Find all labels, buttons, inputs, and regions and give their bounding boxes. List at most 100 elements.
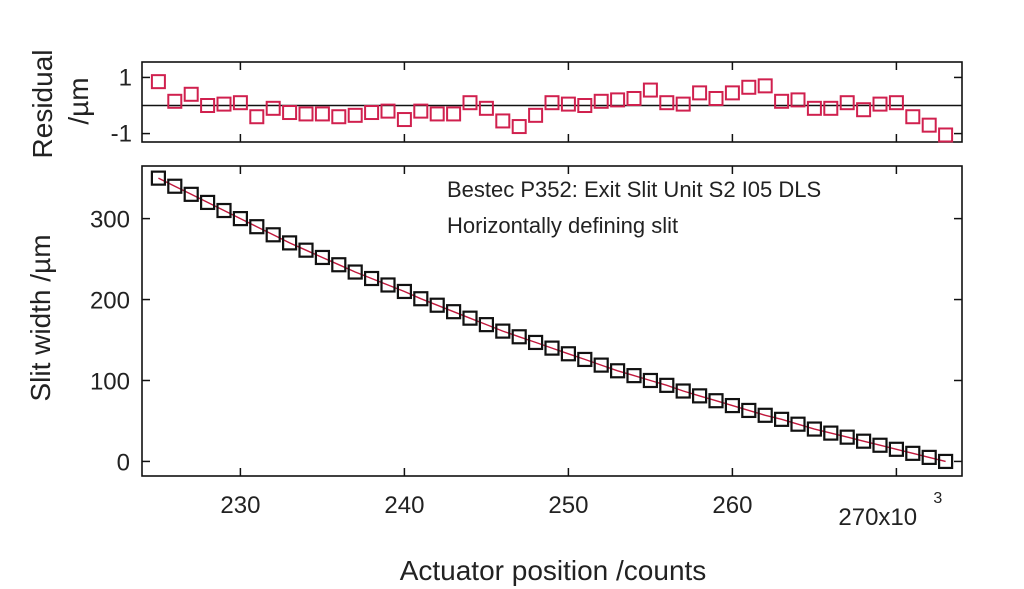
residual-point [462, 95, 478, 111]
residual-y-ticks: 1 -1 [111, 64, 962, 148]
residual-point [265, 100, 281, 116]
main-ytick-label: 300 [90, 207, 130, 234]
data-point [544, 340, 560, 356]
residual-point [921, 117, 937, 133]
residual-point [150, 74, 166, 90]
residual-point [905, 109, 921, 125]
data-point [314, 249, 330, 266]
data-point [200, 194, 216, 211]
residual-point [511, 119, 527, 135]
residual-point [872, 96, 888, 112]
residual-point [396, 112, 412, 128]
residual-point [593, 93, 609, 109]
fit-curve [158, 177, 946, 463]
residual-markers [150, 74, 954, 143]
residual-point [282, 105, 298, 121]
data-point [806, 421, 823, 437]
data-point [708, 393, 724, 409]
data-point [265, 227, 281, 243]
annotation-line1: Bestec P352: Exit Slit Unit S2 I05 DLS [447, 177, 821, 202]
main-xtick-label: 250 [548, 492, 588, 519]
data-point [347, 264, 363, 280]
residual-point [790, 92, 806, 108]
main-y-ticks: 0 100 200 300 [90, 207, 962, 476]
main-xtick-label: 260 [712, 492, 752, 519]
data-point [364, 270, 380, 287]
residual-point [757, 78, 773, 94]
data-point [593, 357, 609, 373]
residual-point [577, 98, 593, 114]
residual-ylabel-line1: Residual [27, 50, 58, 159]
data-point [298, 242, 314, 258]
data-point [675, 383, 691, 399]
data-point [282, 235, 298, 251]
residual-ytick-label: 1 [119, 64, 132, 91]
data-point [249, 219, 265, 235]
residual-point [528, 107, 544, 123]
data-point [232, 211, 248, 227]
data-point [823, 425, 839, 441]
main-ytick-label: 200 [90, 288, 130, 315]
residual-point [741, 79, 757, 95]
residual-point [659, 95, 675, 111]
data-point [773, 411, 790, 427]
data-point [380, 277, 396, 293]
residual-point [823, 100, 839, 116]
data-point [609, 363, 626, 379]
data-point [413, 291, 429, 307]
data-point [462, 310, 478, 326]
main-x-exponent: 3 [933, 490, 942, 507]
data-point [478, 317, 494, 333]
annotation-line2: Horizontally defining slit [447, 213, 678, 238]
residual-point [610, 92, 626, 108]
data-point [790, 416, 806, 432]
data-point [429, 297, 445, 313]
residual-point [314, 106, 330, 122]
data-point [527, 334, 544, 351]
data-point [216, 202, 232, 219]
main-plot-frame [141, 165, 963, 477]
data-point [560, 346, 577, 362]
data-point [872, 437, 888, 453]
data-point [921, 449, 937, 465]
data-point [659, 377, 675, 393]
main-xtick-label: 230 [220, 492, 260, 519]
main-xtick-label: 240 [384, 492, 424, 519]
residual-point [806, 100, 822, 116]
data-point [757, 407, 773, 423]
data-point [167, 178, 183, 194]
residual-point [446, 106, 462, 122]
data-point [183, 186, 199, 202]
residual-point [331, 109, 347, 125]
residual-point [692, 85, 708, 101]
data-point [888, 441, 905, 457]
residual-point [200, 98, 216, 114]
residual-point [380, 103, 396, 119]
residual-point [347, 107, 363, 123]
data-point [577, 351, 593, 368]
residual-point [642, 82, 658, 98]
residual-point [249, 109, 265, 125]
residual-panel: 1 -1 Residual /µm [27, 50, 963, 159]
residual-point [183, 86, 199, 102]
data-point [626, 368, 642, 384]
residual-point [167, 93, 183, 109]
data-point [495, 323, 511, 339]
residual-point [413, 103, 429, 119]
residual-point [298, 106, 314, 122]
residual-plot-frame [141, 61, 963, 143]
data-point [691, 388, 708, 404]
data-point [741, 402, 757, 419]
main-ytick-label: 0 [117, 449, 130, 476]
data-point [446, 304, 462, 320]
residual-point [856, 102, 872, 118]
residual-point [626, 90, 642, 106]
residual-point [774, 93, 790, 109]
main-ytick-label: 100 [90, 368, 130, 395]
data-point [511, 329, 527, 345]
data-point [150, 170, 166, 186]
data-point [937, 453, 954, 470]
data-point [855, 433, 872, 449]
residual-point [560, 96, 576, 112]
